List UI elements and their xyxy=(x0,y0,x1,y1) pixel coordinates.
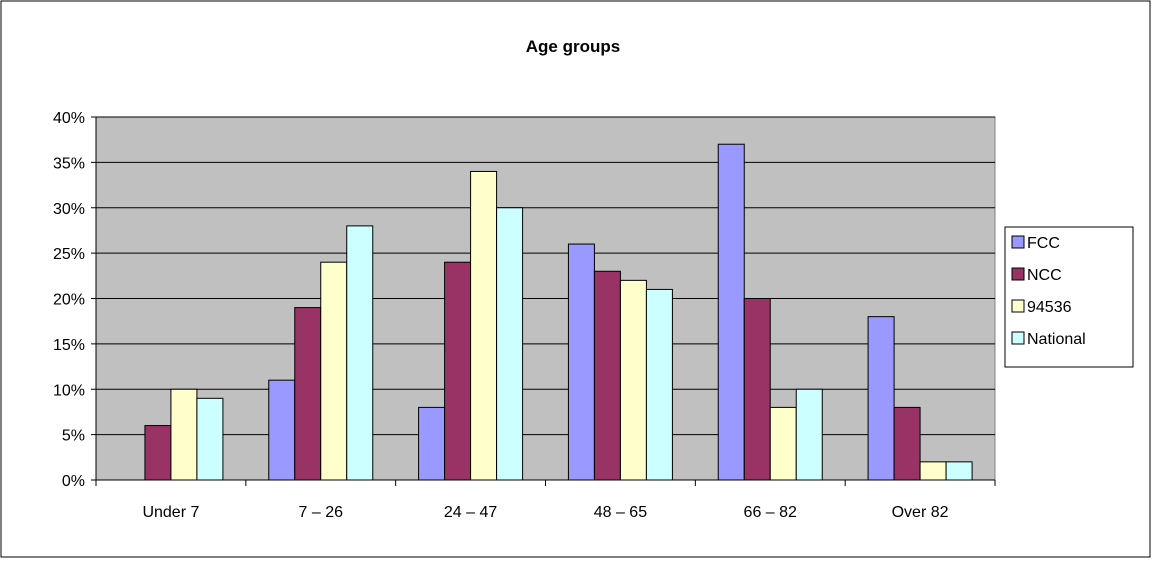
x-tick-label: 48 – 65 xyxy=(594,504,647,521)
bar-94536 xyxy=(619,279,647,481)
bar-national xyxy=(795,388,823,481)
x-tick-label: Over 82 xyxy=(892,504,949,521)
y-tick-label: 20% xyxy=(53,292,85,309)
x-tick-label: 7 – 26 xyxy=(299,504,344,521)
x-tick-label: 66 – 82 xyxy=(744,504,797,521)
y-tick-label: 40% xyxy=(53,110,85,127)
y-tick-label: 25% xyxy=(53,246,85,263)
bar-ncc xyxy=(743,298,771,481)
legend-swatch-national xyxy=(1011,331,1025,345)
legend-label-fcc: FCC xyxy=(1027,235,1060,252)
y-tick-label: 10% xyxy=(53,382,85,399)
bar-national xyxy=(346,225,374,481)
x-tick-labels: Under 7 7 – 26 24 – 47 48 – 65 66 – 82 Over 8… xyxy=(142,504,948,521)
legend: FCC NCC 94536 National xyxy=(1004,226,1134,368)
y-tick-label: 35% xyxy=(53,155,85,172)
bar-94536 xyxy=(919,461,947,481)
legend-label-national: National xyxy=(1027,331,1086,348)
bar-ncc xyxy=(144,425,172,481)
bar-national xyxy=(496,207,524,481)
bar-ncc xyxy=(294,307,322,481)
legend-box xyxy=(1004,226,1134,368)
y-tick-label: 15% xyxy=(53,337,85,354)
bar-94536 xyxy=(769,406,797,481)
bar-fcc xyxy=(268,379,296,481)
bar-national xyxy=(645,288,673,481)
legend-label-ncc: NCC xyxy=(1027,267,1062,284)
bar-94536 xyxy=(470,170,498,481)
bar-ncc xyxy=(444,261,472,481)
gridlines xyxy=(96,116,995,436)
chart-title: Age groups xyxy=(526,37,620,56)
x-tick-label: Under 7 xyxy=(142,504,199,521)
legend-swatch-ncc xyxy=(1011,267,1025,281)
bar-94536 xyxy=(320,261,348,481)
bar-national xyxy=(196,397,224,481)
x-tick-label: 24 – 47 xyxy=(444,504,497,521)
legend-label-94536: 94536 xyxy=(1027,299,1072,316)
y-tick-labels: 0% 5% 10% 15% 20% 25% 30% 35% 40% xyxy=(53,110,85,490)
bars xyxy=(144,143,973,481)
bar-fcc xyxy=(418,406,446,481)
bar-fcc xyxy=(867,316,895,481)
bar-national xyxy=(945,461,973,481)
y-tick-label: 0% xyxy=(62,473,85,490)
legend-swatch-94536 xyxy=(1011,299,1025,313)
legend-swatch-fcc xyxy=(1011,235,1025,249)
y-tick-label: 5% xyxy=(62,428,85,445)
bar-ncc xyxy=(893,406,921,481)
bar-94536 xyxy=(170,388,198,481)
bar-ncc xyxy=(593,270,621,481)
bar-fcc xyxy=(717,143,745,481)
y-tick-label: 30% xyxy=(53,201,85,218)
axes xyxy=(91,116,996,486)
bar-fcc xyxy=(567,243,595,481)
